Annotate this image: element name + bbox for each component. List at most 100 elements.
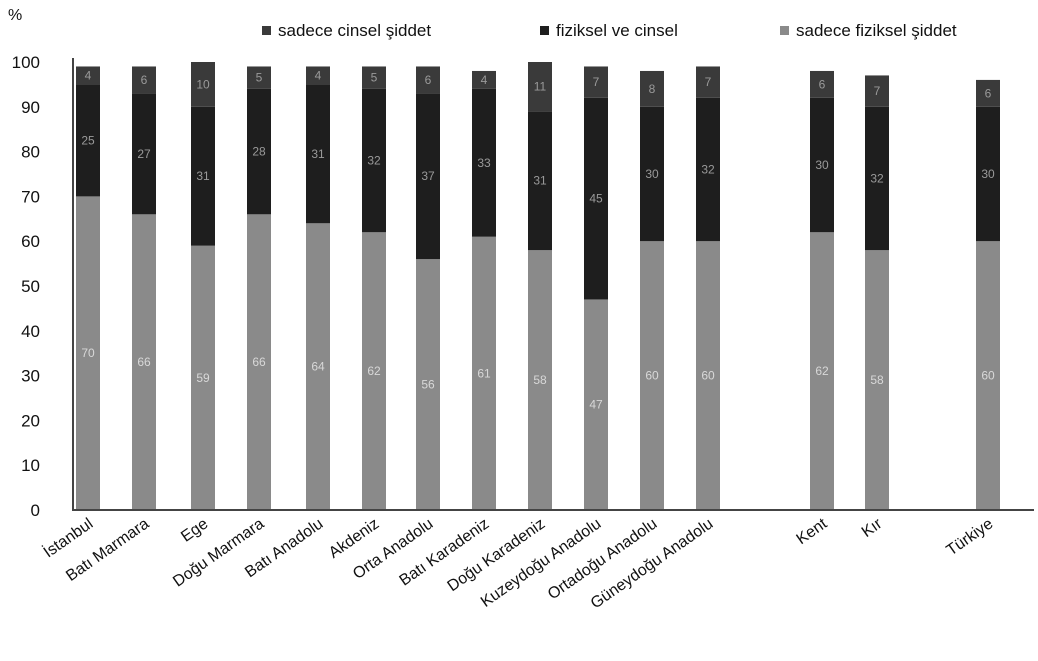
bar-segment <box>306 84 330 224</box>
bar-value-label: 62 <box>367 364 381 378</box>
legend-swatch <box>262 26 271 35</box>
bar-segment <box>76 196 100 510</box>
bar-stack: 60 30 6 <box>976 79 1000 510</box>
y-axis: 0 10 20 30 40 50 60 70 80 90 100 <box>12 53 74 520</box>
bar-segment <box>528 111 552 251</box>
bar-value-label: 6 <box>141 73 148 87</box>
bar-value-label: 31 <box>533 174 547 188</box>
bar-value-label: 8 <box>649 82 656 96</box>
bar-value-label: 60 <box>645 369 659 383</box>
bar-value-label: 4 <box>481 73 488 87</box>
bar-value-label: 33 <box>477 156 491 170</box>
bar-segment <box>810 97 834 233</box>
bar-value-label: 70 <box>81 346 95 360</box>
legend-label: fiziksel ve cinsel <box>556 21 678 40</box>
bar-segment <box>416 259 440 510</box>
y-tick-label: 40 <box>21 322 40 341</box>
y-tick-label: 60 <box>21 232 40 251</box>
legend-item: sadece cinsel şiddet <box>262 21 431 40</box>
bar-segment <box>132 214 156 510</box>
bar-stack: 66 27 6 <box>132 66 156 510</box>
bar-value-label: 66 <box>137 355 151 369</box>
bar-value-label: 4 <box>85 68 92 82</box>
x-tick-label: Kent <box>794 515 831 548</box>
bar-segment <box>247 66 271 89</box>
bar-value-label: 47 <box>589 398 603 412</box>
bar-segment <box>584 66 608 98</box>
y-tick-label: 50 <box>21 277 40 296</box>
bar-value-label: 6 <box>425 73 432 87</box>
bar-value-label: 27 <box>137 147 151 161</box>
bar-stack: 59 31 10 <box>191 62 215 510</box>
bar-segment <box>696 66 720 98</box>
bar-stack: 47 45 7 <box>584 66 608 510</box>
bar-value-label: 5 <box>371 71 378 85</box>
bar-segment <box>362 232 386 511</box>
x-tick-label: Türkiye <box>944 515 997 559</box>
bar-segment <box>247 214 271 510</box>
bar-segment <box>76 66 100 85</box>
y-tick-label: 90 <box>21 98 40 117</box>
bar-segment <box>528 62 552 112</box>
bar-stack: 70 25 4 <box>76 66 100 510</box>
bar-value-label: 32 <box>870 171 884 185</box>
bar-segment <box>306 66 330 85</box>
bar-value-label: 58 <box>533 373 547 387</box>
bar-stack: 56 37 6 <box>416 66 440 510</box>
bar-segment <box>584 97 608 300</box>
bar-segment <box>528 250 552 510</box>
y-axis-unit-label: % <box>8 7 22 24</box>
bar-stack: 58 32 7 <box>865 75 889 510</box>
bar-segment <box>191 245 215 510</box>
bar-segment <box>976 241 1000 510</box>
bar-value-label: 5 <box>256 71 263 85</box>
bar-segment <box>472 70 496 89</box>
bar-value-label: 56 <box>421 378 435 392</box>
bar-value-label: 32 <box>367 154 381 168</box>
bar-value-label: 25 <box>81 133 95 147</box>
bar-stack: 58 31 11 <box>528 62 552 510</box>
bar-stack: 62 30 6 <box>810 70 834 511</box>
bar-stack: 64 31 4 <box>306 66 330 510</box>
bar-segment <box>132 66 156 94</box>
bar-value-label: 31 <box>196 169 210 183</box>
bar-segment <box>865 250 889 510</box>
bar-value-label: 10 <box>196 77 210 91</box>
bar-segment <box>191 106 215 246</box>
bar-segment <box>696 97 720 242</box>
legend-swatch <box>540 26 549 35</box>
bar-stack: 62 32 5 <box>362 66 386 511</box>
bar-value-label: 61 <box>477 366 491 380</box>
bar-value-label: 37 <box>421 169 435 183</box>
bar-segment <box>865 106 889 251</box>
bar-segment <box>976 106 1000 242</box>
bar-value-label: 31 <box>311 147 325 161</box>
legend-swatch <box>780 26 789 35</box>
legend-item: sadece fiziksel şiddet <box>780 21 957 40</box>
bar-value-label: 7 <box>705 75 712 89</box>
bar-value-label: 45 <box>589 192 603 206</box>
bar-value-label: 58 <box>870 373 884 387</box>
bar-segment <box>810 232 834 511</box>
bar-segment <box>865 75 889 107</box>
bar-value-label: 64 <box>311 360 325 374</box>
bar-value-label: 28 <box>252 145 266 159</box>
bar-value-label: 60 <box>981 369 995 383</box>
legend-item: fiziksel ve cinsel <box>540 21 678 40</box>
bar-value-label: 30 <box>645 167 659 181</box>
y-tick-label: 70 <box>21 187 40 206</box>
legend-label: sadece fiziksel şiddet <box>796 21 957 40</box>
legend: sadece cinsel şiddet fiziksel ve cinsel sa… <box>262 21 957 40</box>
bar-segment <box>640 241 664 510</box>
bar-stack: 60 32 7 <box>696 66 720 510</box>
bar-segment <box>472 88 496 237</box>
bar-value-label: 7 <box>593 75 600 89</box>
bar-value-label: 4 <box>315 68 322 82</box>
y-tick-label: 100 <box>12 53 40 72</box>
bar-segment <box>76 84 100 197</box>
bar-segment <box>472 236 496 510</box>
bar-segment <box>976 79 1000 107</box>
y-tick-label: 10 <box>21 456 40 475</box>
bar-segment <box>810 70 834 98</box>
